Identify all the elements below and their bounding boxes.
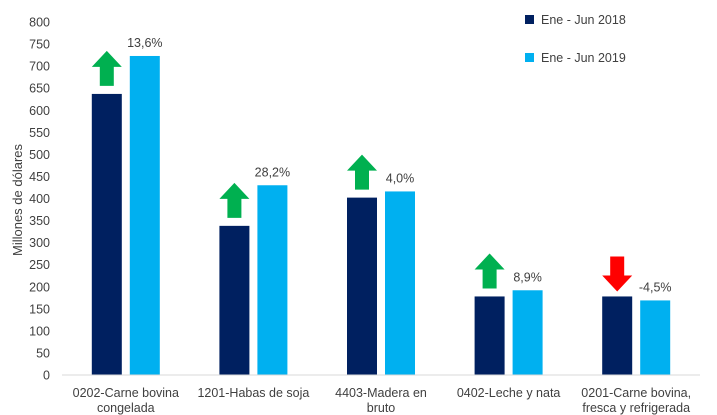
x-category-label: congelada: [97, 401, 155, 415]
green-up-arrow-icon: [91, 50, 122, 86]
y-tick-label: 450: [29, 170, 50, 184]
y-axis-title: Millones de dólares: [10, 144, 25, 257]
bar-2019: [512, 290, 543, 375]
bar-2019: [129, 55, 160, 375]
change-label: -4,5%: [639, 280, 672, 294]
bar-2019: [257, 185, 288, 375]
y-axis: 0 50 100 150 200 250 300 350 400 450 500 550 600 650 7…: [29, 16, 50, 383]
y-tick-label: 550: [29, 126, 50, 140]
green-up-arrow-icon: [347, 154, 377, 190]
y-tick-label: 150: [29, 302, 50, 316]
change-arrows: [91, 50, 633, 292]
y-tick-label: 500: [29, 148, 50, 162]
y-tick-label: 600: [29, 104, 50, 118]
bar-2019: [640, 300, 671, 375]
bar-2018: [474, 296, 505, 375]
green-up-arrow-icon: [219, 182, 250, 218]
bars: [91, 55, 671, 375]
change-label: 13,6%: [127, 36, 162, 50]
y-tick-label: 300: [29, 236, 50, 250]
legend-swatch: [525, 15, 534, 24]
x-category-label: fresca y refrigerada: [582, 401, 690, 415]
green-up-arrow-icon: [474, 253, 505, 289]
x-category-label: 4403-Madera en: [335, 386, 427, 400]
bar-2018: [347, 197, 377, 375]
change-label: 4,0%: [386, 171, 415, 185]
legend-label: Ene - Jun 2019: [541, 51, 626, 65]
y-tick-label: 800: [29, 16, 50, 30]
x-category-label: bruto: [367, 401, 396, 415]
change-label: 8,9%: [513, 270, 542, 284]
x-category-label: 0402-Leche y nata: [457, 386, 561, 400]
y-tick-label: 50: [36, 346, 50, 360]
change-label: 28,2%: [255, 165, 290, 179]
x-category-label: 0202-Carne bovina: [73, 386, 179, 400]
legend-label: Ene - Jun 2018: [541, 13, 626, 27]
y-tick-label: 100: [29, 324, 50, 338]
y-tick-label: 200: [29, 280, 50, 294]
y-tick-label: 400: [29, 192, 50, 206]
y-tick-label: 350: [29, 214, 50, 228]
bar-2018: [219, 225, 250, 375]
bar-2018: [91, 93, 122, 375]
legend: Ene - Jun 2018 Ene - Jun 2019: [525, 13, 626, 65]
data-labels: 13,6% 28,2% 4,0% 8,9% -4,5%: [127, 36, 671, 294]
bar-2018: [602, 296, 633, 375]
x-category-label: 0201-Carne bovina,: [581, 386, 691, 400]
y-tick-label: 0: [43, 369, 50, 383]
y-tick-label: 650: [29, 82, 50, 96]
y-tick-label: 700: [29, 60, 50, 74]
x-category-label: 1201-Habas de soja: [197, 386, 309, 400]
y-tick-label: 750: [29, 38, 50, 52]
y-tick-label: 250: [29, 258, 50, 272]
legend-swatch: [525, 53, 534, 62]
red-down-arrow-icon: [602, 256, 633, 292]
bar-2019: [385, 191, 415, 375]
